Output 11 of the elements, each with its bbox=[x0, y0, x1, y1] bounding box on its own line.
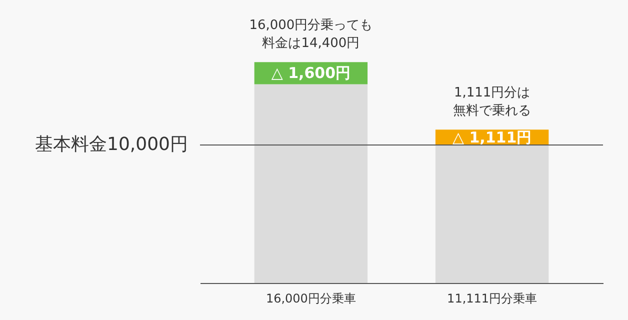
annotation: 1,111円分は bbox=[454, 86, 530, 101]
annotation: 無料で乗れる bbox=[453, 104, 532, 119]
bar bbox=[435, 144, 549, 283]
annotation: 料金は14,400円 bbox=[262, 36, 360, 52]
data-label: △ 1,600円 bbox=[271, 64, 351, 82]
x-tick-label: 16,000円分乗車 bbox=[266, 292, 356, 306]
ref-line-label: 基本料金10,000円 bbox=[35, 134, 188, 155]
annotation: 16,000円分乗っても bbox=[249, 18, 373, 34]
bar bbox=[254, 84, 368, 283]
data-label: △ 1,111円 bbox=[452, 128, 532, 146]
x-tick-label: 11,111円分乗車 bbox=[447, 292, 538, 306]
